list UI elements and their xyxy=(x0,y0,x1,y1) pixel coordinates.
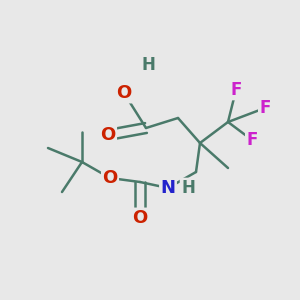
Text: H: H xyxy=(141,56,155,74)
Text: O: O xyxy=(116,84,132,102)
Text: O: O xyxy=(132,209,148,227)
Text: O: O xyxy=(102,169,118,187)
Text: F: F xyxy=(259,99,271,117)
Text: F: F xyxy=(230,81,242,99)
Text: N: N xyxy=(160,179,175,197)
Text: F: F xyxy=(246,131,258,149)
Text: O: O xyxy=(100,126,116,144)
Text: H: H xyxy=(181,179,195,197)
